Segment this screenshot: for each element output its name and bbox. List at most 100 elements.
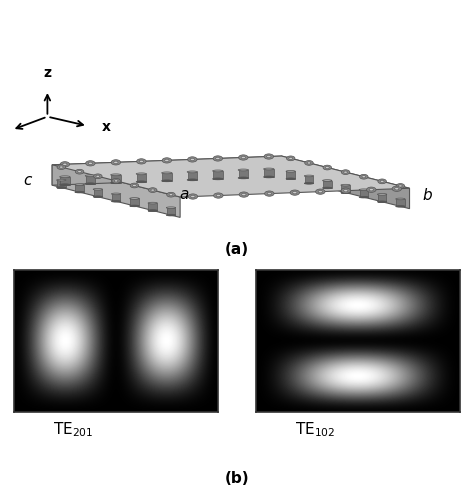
- Polygon shape: [52, 156, 282, 185]
- Polygon shape: [264, 169, 273, 177]
- Circle shape: [86, 161, 95, 166]
- Circle shape: [323, 165, 331, 170]
- Ellipse shape: [162, 172, 172, 174]
- Polygon shape: [57, 180, 65, 188]
- Circle shape: [75, 169, 84, 174]
- Ellipse shape: [110, 182, 121, 184]
- Text: $a$: $a$: [179, 189, 190, 202]
- Polygon shape: [60, 177, 70, 185]
- Text: $b$: $b$: [422, 187, 433, 203]
- Polygon shape: [286, 171, 295, 179]
- Ellipse shape: [213, 170, 223, 172]
- Polygon shape: [188, 172, 197, 180]
- Ellipse shape: [136, 173, 146, 175]
- Ellipse shape: [286, 170, 295, 172]
- Circle shape: [151, 189, 155, 191]
- Ellipse shape: [187, 171, 198, 173]
- Circle shape: [216, 194, 220, 197]
- Ellipse shape: [148, 202, 157, 204]
- Circle shape: [111, 160, 120, 165]
- Ellipse shape: [130, 205, 139, 207]
- Ellipse shape: [60, 184, 70, 186]
- Polygon shape: [378, 194, 386, 202]
- Circle shape: [148, 188, 157, 192]
- Circle shape: [216, 157, 220, 160]
- Circle shape: [188, 157, 197, 162]
- Polygon shape: [162, 173, 172, 181]
- Circle shape: [112, 179, 120, 183]
- Ellipse shape: [148, 210, 157, 211]
- Polygon shape: [75, 185, 84, 192]
- Ellipse shape: [304, 183, 314, 184]
- Polygon shape: [323, 181, 331, 188]
- Ellipse shape: [377, 201, 387, 203]
- Polygon shape: [137, 174, 146, 182]
- Ellipse shape: [111, 193, 121, 195]
- Circle shape: [366, 187, 376, 192]
- Circle shape: [114, 180, 118, 182]
- Circle shape: [241, 156, 246, 159]
- Polygon shape: [341, 185, 350, 192]
- Circle shape: [264, 191, 274, 196]
- Circle shape: [133, 185, 137, 187]
- Ellipse shape: [359, 189, 368, 191]
- Circle shape: [307, 162, 311, 164]
- Ellipse shape: [323, 187, 332, 189]
- Ellipse shape: [56, 187, 66, 189]
- Circle shape: [399, 185, 402, 187]
- Circle shape: [318, 191, 322, 193]
- Circle shape: [292, 191, 297, 194]
- Polygon shape: [112, 194, 120, 201]
- Circle shape: [88, 162, 92, 164]
- Circle shape: [139, 160, 144, 163]
- Circle shape: [238, 155, 248, 160]
- Circle shape: [162, 158, 172, 163]
- Ellipse shape: [304, 175, 314, 177]
- Ellipse shape: [93, 196, 102, 197]
- Circle shape: [214, 193, 223, 198]
- Circle shape: [130, 183, 139, 188]
- Ellipse shape: [396, 198, 405, 200]
- Ellipse shape: [396, 206, 405, 207]
- Ellipse shape: [238, 177, 248, 179]
- Circle shape: [191, 195, 195, 198]
- Polygon shape: [52, 165, 180, 218]
- Ellipse shape: [136, 181, 146, 183]
- Ellipse shape: [75, 184, 84, 186]
- Circle shape: [213, 156, 223, 161]
- Ellipse shape: [166, 214, 176, 216]
- Text: (b): (b): [225, 471, 249, 486]
- Ellipse shape: [286, 178, 295, 180]
- Polygon shape: [360, 190, 368, 197]
- Circle shape: [78, 170, 82, 173]
- Text: $c$: $c$: [23, 174, 33, 188]
- Polygon shape: [213, 171, 223, 179]
- Circle shape: [369, 189, 374, 191]
- Ellipse shape: [213, 178, 223, 180]
- Circle shape: [344, 171, 347, 173]
- Ellipse shape: [377, 193, 387, 195]
- Circle shape: [290, 190, 300, 195]
- Circle shape: [305, 161, 313, 165]
- Ellipse shape: [264, 168, 274, 170]
- Circle shape: [380, 180, 384, 183]
- Circle shape: [96, 175, 100, 177]
- Circle shape: [167, 192, 175, 197]
- Polygon shape: [93, 190, 102, 197]
- Circle shape: [267, 155, 271, 158]
- Circle shape: [341, 188, 351, 193]
- Circle shape: [190, 158, 194, 161]
- Ellipse shape: [85, 183, 96, 185]
- Circle shape: [360, 174, 368, 179]
- Circle shape: [289, 157, 292, 160]
- Circle shape: [59, 166, 63, 168]
- Circle shape: [188, 194, 198, 199]
- Ellipse shape: [162, 180, 172, 182]
- Circle shape: [242, 193, 246, 196]
- Text: TE$_{201}$: TE$_{201}$: [53, 420, 94, 438]
- Polygon shape: [130, 198, 139, 206]
- Circle shape: [60, 162, 70, 167]
- Text: TE$_{102}$: TE$_{102}$: [295, 420, 336, 438]
- Text: z: z: [44, 65, 51, 80]
- Circle shape: [341, 170, 350, 174]
